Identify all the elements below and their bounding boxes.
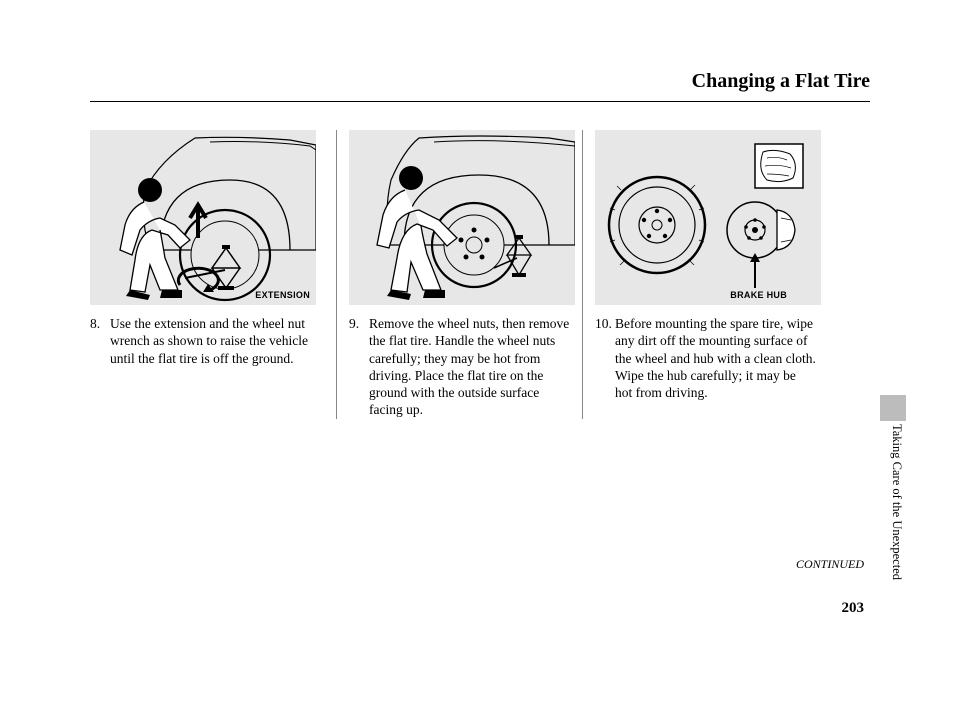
continued-label: CONTINUED xyxy=(796,557,864,572)
step-9: 9. Remove the wheel nuts, then remove th… xyxy=(349,315,570,419)
step-number: 8. xyxy=(90,315,110,367)
column-2: 9. Remove the wheel nuts, then remove th… xyxy=(336,130,582,419)
figure-2 xyxy=(349,130,575,305)
section-name: Taking Care of the Unexpected xyxy=(889,424,904,580)
figure-3-label: BRAKE HUB xyxy=(730,290,787,300)
page-title: Changing a Flat Tire xyxy=(90,70,870,93)
content-columns: EXTENSION 8. Use the extension and the w… xyxy=(90,130,870,419)
column-3: BRAKE HUB 10. Before mounting the spare … xyxy=(582,130,828,419)
step-text: Use the extension and the wheel nut wren… xyxy=(110,315,324,367)
page-number: 203 xyxy=(842,600,865,617)
column-1: EXTENSION 8. Use the extension and the w… xyxy=(90,130,336,419)
step-10: 10. Before mounting the spare tire, wipe… xyxy=(595,315,816,401)
step-number: 9. xyxy=(349,315,369,419)
section-tab-marker xyxy=(880,395,906,421)
figure-3: BRAKE HUB xyxy=(595,130,821,305)
step-number: 10. xyxy=(595,315,615,401)
figure-1: EXTENSION xyxy=(90,130,316,305)
figure-1-label: EXTENSION xyxy=(255,290,310,300)
step-8: 8. Use the extension and the wheel nut w… xyxy=(90,315,324,367)
step-text: Remove the wheel nuts, then remove the f… xyxy=(369,315,570,419)
header-rule: Changing a Flat Tire xyxy=(90,70,870,102)
step-text: Before mounting the spare tire, wipe any… xyxy=(615,315,816,401)
